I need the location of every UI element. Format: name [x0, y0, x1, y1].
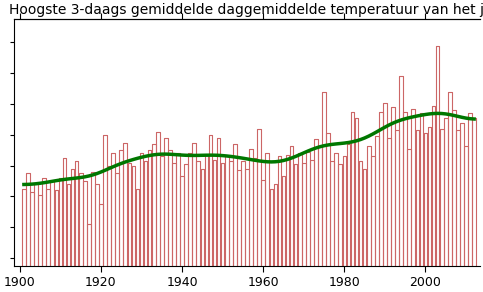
- Text: Hoogste 3-daags gemiddelde daggemiddelde temperatuur van het jaar in De: Hoogste 3-daags gemiddelde daggemiddelde…: [9, 3, 483, 17]
